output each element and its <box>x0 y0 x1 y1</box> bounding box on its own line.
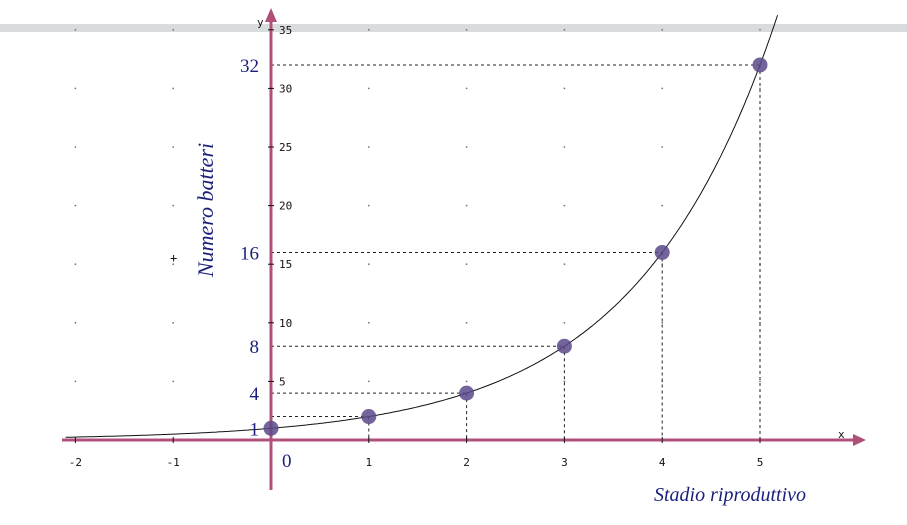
grid-dot <box>74 28 77 31</box>
data-point <box>459 385 475 401</box>
highlight-y-label: 16 <box>240 243 259 264</box>
grid-dots <box>74 28 761 383</box>
grid-dot <box>367 87 370 90</box>
x-tick-label: 1 <box>365 456 372 469</box>
data-point <box>654 244 670 260</box>
grid-dot <box>563 87 566 90</box>
grid-dot <box>172 321 175 324</box>
grid-dot <box>74 321 77 324</box>
exponential-curve <box>65 14 779 438</box>
grid-dot <box>172 87 175 90</box>
y-tick-label: 30 <box>279 82 292 95</box>
grid-dot <box>465 263 468 266</box>
y-axis-letter: y <box>257 16 264 29</box>
grid-dot <box>74 204 77 207</box>
data-point <box>361 409 377 425</box>
grid-dot <box>172 380 175 383</box>
grid-dot <box>563 28 566 31</box>
grid-dot <box>759 28 761 31</box>
grid-dot <box>759 380 761 383</box>
y-axis-label: Numero batteri <box>193 143 218 278</box>
data-point <box>263 420 279 436</box>
highlight-y-label: 32 <box>240 56 259 77</box>
data-point <box>752 57 768 73</box>
grid-dot <box>172 263 175 266</box>
grid-dot <box>74 146 77 148</box>
grid-dot <box>661 28 664 31</box>
y-tick-label: 5 <box>279 375 286 388</box>
grid-dot <box>661 146 664 148</box>
grid-dot <box>759 87 761 90</box>
x-axis-letter: x <box>838 428 845 441</box>
grid-dot <box>367 321 370 324</box>
grid-dot <box>367 204 370 207</box>
x-axis-label: Stadio riproduttivo <box>654 484 806 506</box>
x-tick-label: -2 <box>69 456 82 469</box>
grid-dot <box>563 146 566 148</box>
grid-dot <box>367 380 370 383</box>
cursor-marker: + <box>170 251 177 265</box>
grid-dot <box>172 28 175 31</box>
x-axis-arrow <box>853 434 866 446</box>
grid-dot <box>563 204 566 207</box>
highlight-y-label: 1 <box>250 419 260 440</box>
x-tick-label: -1 <box>167 456 180 469</box>
highlight-y-label: 8 <box>250 337 260 358</box>
y-tick-label: 25 <box>279 141 292 154</box>
y-tick-label: 35 <box>279 24 292 37</box>
grid-dot <box>74 263 77 266</box>
x-tick-labels: -2 -1 1 2 3 4 5 <box>69 437 764 469</box>
grid-dot <box>465 87 468 90</box>
grid-dot <box>661 87 664 90</box>
grid-dot <box>563 380 566 383</box>
y-tick-label: 20 <box>279 200 292 213</box>
y-tick-label: 15 <box>279 258 292 271</box>
y-tick-label: 10 <box>279 317 292 330</box>
grid-dot <box>661 204 664 207</box>
grid-dot <box>465 204 468 207</box>
grid-dot <box>172 146 175 148</box>
y-tick-labels: 5 10 15 20 25 30 35 <box>268 24 292 388</box>
grid-dot <box>465 321 468 324</box>
x-tick-label: 2 <box>463 456 470 469</box>
grid-dot <box>563 263 566 266</box>
x-tick-label: 5 <box>757 456 764 469</box>
grid-dot <box>367 146 370 148</box>
grid-dot <box>172 204 175 207</box>
highlight-y-labels: 1 4 8 16 32 <box>240 56 260 440</box>
grid-dot <box>74 87 77 90</box>
grid-dot <box>465 146 468 148</box>
dashed-guides <box>271 64 761 440</box>
grid-dot <box>74 380 77 383</box>
x-tick-label: 3 <box>561 456 568 469</box>
grid-dot <box>661 321 664 324</box>
data-point <box>556 338 572 354</box>
highlight-y-label: 4 <box>250 384 260 405</box>
axes <box>62 8 866 490</box>
grid-dot <box>465 28 468 31</box>
window-top-bar <box>0 24 907 32</box>
grid-dot <box>563 321 566 324</box>
y-axis-arrow <box>265 8 277 22</box>
grid-dot <box>367 28 370 31</box>
grid-dot <box>465 380 468 383</box>
x-tick-label: 4 <box>659 456 666 469</box>
grid-dot <box>759 146 761 148</box>
origin-label: 0 <box>282 451 292 472</box>
data-points <box>263 57 768 436</box>
grid-dot <box>367 263 370 266</box>
